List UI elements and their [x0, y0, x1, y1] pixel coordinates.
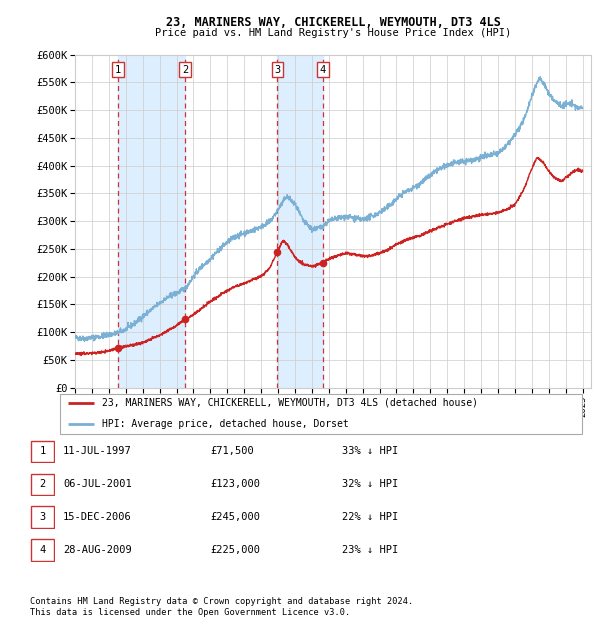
- FancyBboxPatch shape: [31, 474, 54, 495]
- Text: 1: 1: [115, 64, 121, 74]
- Text: £225,000: £225,000: [210, 545, 260, 555]
- Text: Price paid vs. HM Land Registry's House Price Index (HPI): Price paid vs. HM Land Registry's House …: [155, 28, 511, 38]
- Text: 2: 2: [182, 64, 188, 74]
- Text: 22% ↓ HPI: 22% ↓ HPI: [342, 512, 398, 522]
- Text: 23, MARINERS WAY, CHICKERELL, WEYMOUTH, DT3 4LS: 23, MARINERS WAY, CHICKERELL, WEYMOUTH, …: [166, 16, 500, 29]
- Text: 3: 3: [40, 512, 46, 522]
- Text: 2: 2: [40, 479, 46, 489]
- Text: 1: 1: [40, 446, 46, 456]
- Text: 23% ↓ HPI: 23% ↓ HPI: [342, 545, 398, 555]
- Text: £123,000: £123,000: [210, 479, 260, 489]
- Text: 28-AUG-2009: 28-AUG-2009: [63, 545, 132, 555]
- Text: 33% ↓ HPI: 33% ↓ HPI: [342, 446, 398, 456]
- Text: £71,500: £71,500: [210, 446, 254, 456]
- Text: 32% ↓ HPI: 32% ↓ HPI: [342, 479, 398, 489]
- Text: £245,000: £245,000: [210, 512, 260, 522]
- Bar: [118, 55, 185, 388]
- Text: 3: 3: [274, 64, 280, 74]
- Text: This data is licensed under the Open Government Licence v3.0.: This data is licensed under the Open Gov…: [30, 608, 350, 617]
- Text: 06-JUL-2001: 06-JUL-2001: [63, 479, 132, 489]
- Text: 4: 4: [320, 64, 326, 74]
- FancyBboxPatch shape: [31, 539, 54, 560]
- FancyBboxPatch shape: [31, 441, 54, 462]
- Text: 23, MARINERS WAY, CHICKERELL, WEYMOUTH, DT3 4LS (detached house): 23, MARINERS WAY, CHICKERELL, WEYMOUTH, …: [102, 397, 478, 408]
- Text: 4: 4: [40, 545, 46, 555]
- Text: HPI: Average price, detached house, Dorset: HPI: Average price, detached house, Dors…: [102, 419, 349, 430]
- FancyBboxPatch shape: [31, 507, 54, 528]
- FancyBboxPatch shape: [59, 394, 583, 433]
- Bar: [277, 55, 323, 388]
- Text: Contains HM Land Registry data © Crown copyright and database right 2024.: Contains HM Land Registry data © Crown c…: [30, 597, 413, 606]
- Text: 15-DEC-2006: 15-DEC-2006: [63, 512, 132, 522]
- Text: 11-JUL-1997: 11-JUL-1997: [63, 446, 132, 456]
